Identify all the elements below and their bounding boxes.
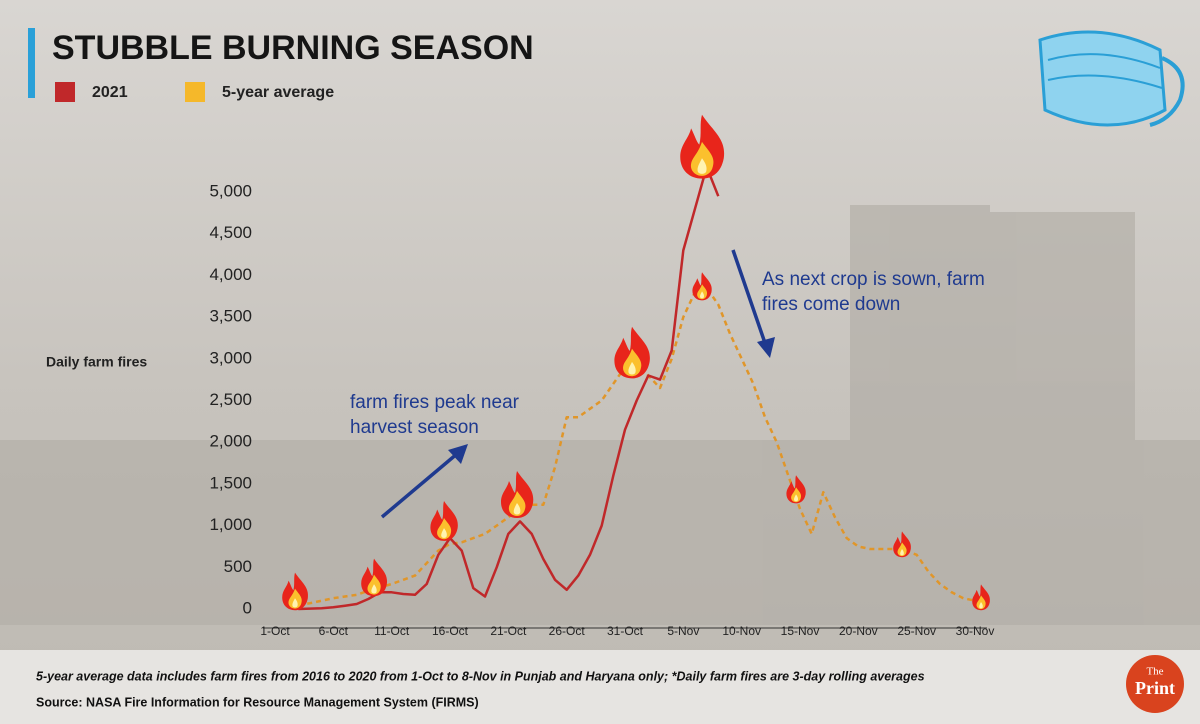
x-tick-label: 21-Oct — [490, 624, 527, 638]
x-tick-label: 25-Nov — [897, 624, 936, 638]
y-tick-label: 2,000 — [209, 432, 252, 451]
x-tick-label: 30-Nov — [956, 624, 995, 638]
footnote: 5-year average data includes farm fires … — [36, 669, 925, 683]
skyline — [0, 205, 1200, 625]
y-tick-label: 4,500 — [209, 223, 252, 242]
source: Source: NASA Fire Information for Resour… — [36, 695, 479, 709]
x-tick-label: 6-Oct — [319, 624, 349, 638]
y-tick-label: 4,000 — [209, 265, 252, 284]
annotation: farm fires peak near — [350, 392, 520, 413]
mask-icon — [1038, 30, 1185, 127]
y-tick-label: 5,000 — [209, 181, 252, 200]
y-tick-label: 0 — [243, 598, 252, 617]
x-tick-label: 15-Nov — [781, 624, 820, 638]
logo-text: Print — [1135, 678, 1175, 698]
annotation-arrows — [380, 249, 775, 519]
annotation: harvest season — [350, 417, 479, 438]
x-tick-label: 10-Nov — [722, 624, 761, 638]
logo: The Print — [1126, 655, 1184, 713]
series-line — [298, 165, 720, 611]
y-tick-label: 3,000 — [209, 348, 252, 367]
y-tick-label: 3,500 — [209, 307, 252, 326]
x-tick-label: 20-Nov — [839, 624, 878, 638]
y-tick-label: 500 — [224, 557, 252, 576]
y-tick-label: 1,000 — [209, 515, 252, 534]
annotation: As next crop is sown, farm — [762, 269, 985, 290]
x-tick-label: 1-Oct — [260, 624, 290, 638]
x-tick-label: 11-Oct — [374, 624, 410, 638]
x-tick-label: 16-Oct — [432, 624, 469, 638]
legend-swatch — [55, 82, 75, 102]
x-tick-label: 26-Oct — [549, 624, 586, 638]
annotation: fires come down — [762, 294, 900, 315]
footer-band — [0, 650, 1200, 724]
legend-swatch — [185, 82, 205, 102]
chart-title: STUBBLE BURNING SEASON — [52, 29, 534, 67]
logo-text: The — [1146, 666, 1163, 678]
legend-label: 5-year average — [222, 84, 334, 101]
x-tick-label: 5-Nov — [667, 624, 699, 638]
legend-label: 2021 — [92, 84, 128, 101]
x-tick-label: 31-Oct — [607, 624, 644, 638]
y-axis-title: Daily farm fires — [46, 354, 147, 370]
title-accent — [28, 28, 35, 98]
y-tick-label: 2,500 — [209, 390, 252, 409]
series-line — [298, 286, 976, 607]
y-tick-label: 1,500 — [209, 473, 252, 492]
